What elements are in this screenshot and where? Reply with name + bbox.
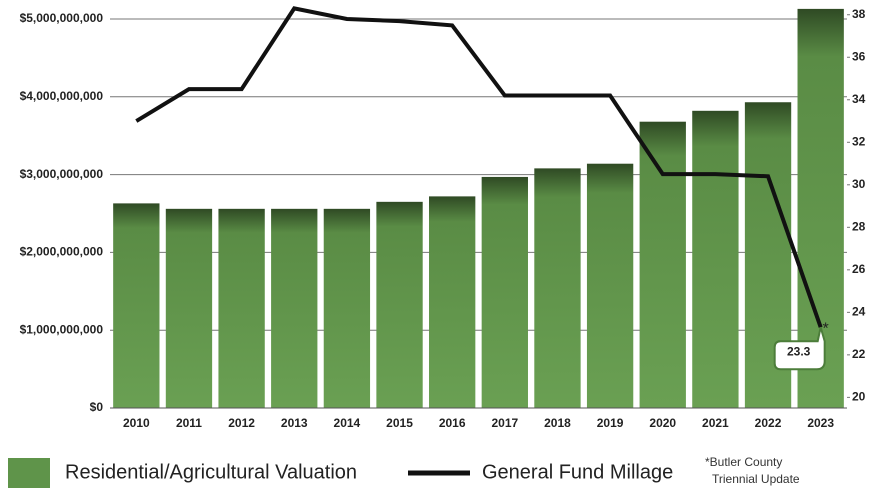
- bar: [271, 208, 318, 408]
- data-label: 23.3: [787, 344, 811, 358]
- y2-tick-label: 20: [852, 390, 866, 404]
- y-tick-label: $5,000,000,000: [20, 11, 104, 25]
- bar: [323, 208, 371, 408]
- x-tick-label: 2018: [544, 416, 571, 430]
- bar: [218, 208, 265, 408]
- legend-swatch: [8, 458, 50, 488]
- y2-tick-label: 34: [852, 92, 866, 106]
- x-tick-label: 2023: [807, 416, 834, 430]
- y-tick-label: $4,000,000,000: [20, 89, 104, 103]
- bar: [376, 201, 423, 408]
- x-tick-label: 2022: [755, 416, 782, 430]
- x-tick-label: 2010: [123, 416, 150, 430]
- y2-tick-label: 32: [852, 134, 866, 148]
- y-tick-label: $2,000,000,000: [20, 245, 104, 259]
- x-tick-label: 2013: [281, 416, 308, 430]
- y-tick-label: $3,000,000,000: [20, 167, 104, 181]
- bar: [165, 208, 213, 408]
- note: *Butler County: [705, 455, 782, 469]
- legend-label: Residential/Agricultural Valuation: [65, 461, 357, 483]
- y2-tick-label: 24: [852, 305, 866, 319]
- bar: [481, 176, 528, 408]
- x-tick-label: 2011: [176, 416, 202, 430]
- x-tick-label: 2014: [334, 416, 361, 430]
- x-tick-label: 2012: [228, 416, 255, 430]
- callout: [773, 326, 826, 371]
- y2-tick-label: 30: [852, 177, 866, 191]
- bar: [113, 203, 160, 408]
- x-tick-label: 2015: [386, 416, 413, 430]
- y-tick-label: $0: [90, 400, 104, 414]
- x-tick-label: 2019: [597, 416, 624, 430]
- bar: [534, 168, 581, 408]
- legend-label: General Fund Millage: [482, 461, 673, 483]
- y2-tick-label: 28: [852, 219, 866, 233]
- note: Triennial Update: [712, 472, 800, 486]
- marker: *: [823, 320, 829, 337]
- x-tick-label: 2016: [439, 416, 466, 430]
- y2-tick-label: 22: [852, 347, 866, 361]
- bar: [429, 196, 476, 408]
- bar: [586, 163, 634, 408]
- x-tick-label: 2020: [649, 416, 676, 430]
- y2-tick-label: 26: [852, 262, 866, 276]
- bar: [692, 110, 739, 408]
- y-tick-label: $1,000,000,000: [20, 322, 104, 336]
- y2-tick-label: 36: [852, 49, 866, 63]
- x-tick-label: 2017: [491, 416, 518, 430]
- x-tick-label: 2021: [702, 416, 729, 430]
- line: [135, 6, 823, 328]
- y2-tick-label: 38: [852, 7, 866, 21]
- bar: [639, 121, 686, 409]
